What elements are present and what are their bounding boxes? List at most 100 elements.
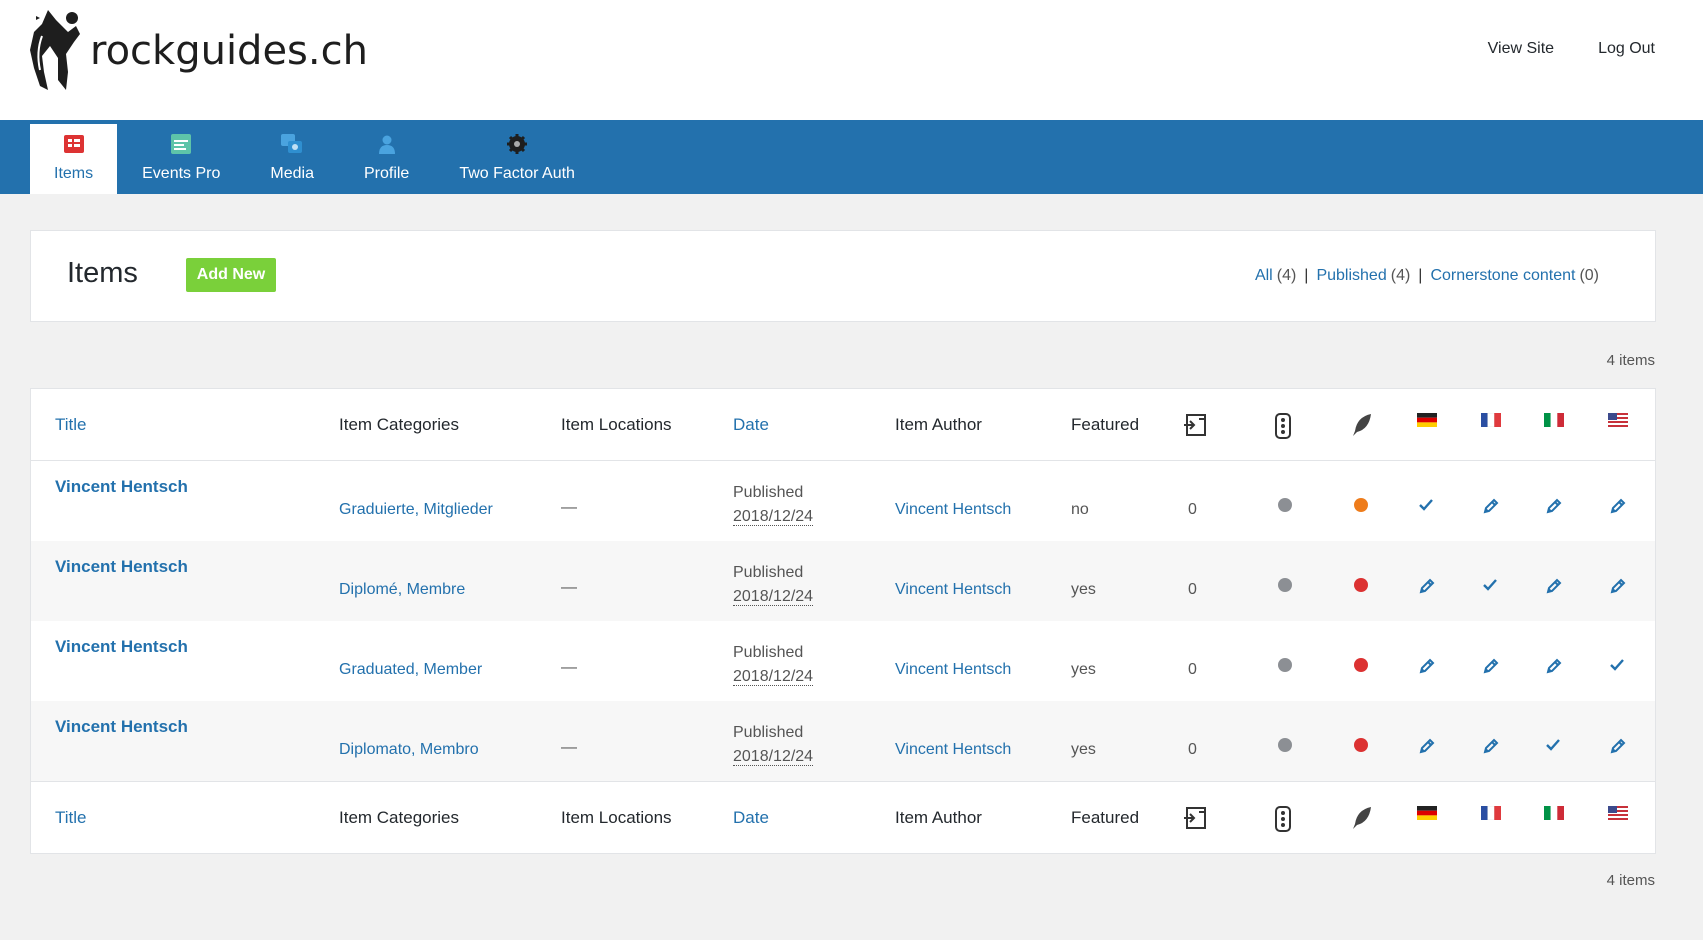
filter-separator: | bbox=[1418, 267, 1423, 284]
column-header-categories: Item Categories bbox=[339, 415, 459, 434]
edit-pencil-icon-fr[interactable] bbox=[1482, 657, 1500, 675]
edit-pencil-icon-it[interactable] bbox=[1545, 577, 1563, 595]
item-title-link[interactable]: Vincent Hentsch bbox=[55, 557, 188, 576]
nav-item-profile[interactable]: Profile bbox=[339, 120, 434, 194]
edit-pencil-icon-fr[interactable] bbox=[1482, 497, 1500, 515]
edit-pencil-icon-it[interactable] bbox=[1545, 497, 1563, 515]
check-icon-fr[interactable] bbox=[1482, 577, 1500, 595]
site-logo[interactable]: rockguides.ch bbox=[28, 6, 368, 92]
column-footer-locations: Item Locations bbox=[561, 808, 672, 827]
nav-item-two-factor-auth[interactable]: Two Factor Auth bbox=[434, 120, 600, 194]
flag-fr-icon bbox=[1481, 805, 1501, 825]
table-footer-row: Title Item Categories Item Locations Date It… bbox=[31, 781, 1655, 853]
item-title-link[interactable]: Vincent Hentsch bbox=[55, 477, 188, 496]
filter-published[interactable]: Published bbox=[1316, 267, 1387, 284]
items-table: Title Item Categories Item Locations Date It… bbox=[30, 388, 1656, 854]
main-nav: Items Events Pro Media Profile Two Facto… bbox=[0, 120, 1703, 194]
readability-score-dot bbox=[1354, 738, 1368, 752]
nav-item-items[interactable]: Items bbox=[30, 124, 118, 194]
nav-item-label: Two Factor Auth bbox=[459, 165, 575, 182]
edit-pencil-icon-us[interactable] bbox=[1609, 497, 1627, 515]
filter-separator: | bbox=[1304, 267, 1309, 284]
view-site-link[interactable]: View Site bbox=[1487, 40, 1555, 57]
publish-date: 2018/12/24 bbox=[733, 748, 814, 766]
links-icon bbox=[1183, 413, 1209, 442]
table-row: Vincent Hentsch Diplomé, Membre — Published… bbox=[31, 541, 1655, 621]
column-header-featured: Featured bbox=[1071, 415, 1140, 434]
site-header: rockguides.ch View Site Log Out bbox=[0, 0, 1703, 120]
page-header-card: Items Add New All (4) | Published (4) | … bbox=[30, 230, 1656, 322]
seo-score-dot bbox=[1278, 658, 1292, 672]
edit-pencil-icon-us[interactable] bbox=[1609, 577, 1627, 595]
links-icon bbox=[1183, 806, 1209, 835]
events-calendar-icon bbox=[170, 133, 192, 155]
filter-all[interactable]: All bbox=[1254, 267, 1273, 284]
nav-item-label: Profile bbox=[363, 165, 410, 182]
page-title: Items bbox=[67, 257, 138, 289]
column-footer-title[interactable]: Title bbox=[55, 808, 87, 827]
filter-all-count: (4) bbox=[1276, 267, 1297, 284]
item-categories-link[interactable]: Graduated, Member bbox=[339, 661, 483, 678]
table-row: Vincent Hentsch Graduated, Member — Publish… bbox=[31, 621, 1655, 701]
item-categories-link[interactable]: Diplomato, Membro bbox=[339, 741, 479, 758]
item-date: Published 2018/12/24 bbox=[733, 641, 814, 689]
items-count-bottom: 4 items bbox=[1606, 872, 1655, 889]
item-author-link[interactable]: Vincent Hentsch bbox=[895, 661, 1012, 678]
item-title-link[interactable]: Vincent Hentsch bbox=[55, 637, 188, 656]
climber-logo-icon bbox=[30, 10, 80, 90]
links-count: 0 bbox=[1188, 661, 1197, 678]
profile-person-icon bbox=[376, 133, 398, 155]
items-count-top: 4 items bbox=[1606, 352, 1655, 369]
edit-pencil-icon-us[interactable] bbox=[1609, 737, 1627, 755]
edit-pencil-icon-de[interactable] bbox=[1418, 577, 1436, 595]
item-date: Published 2018/12/24 bbox=[733, 721, 814, 769]
flag-de-icon bbox=[1417, 806, 1437, 825]
column-header-author: Item Author bbox=[895, 415, 982, 434]
items-grid-icon bbox=[63, 133, 85, 155]
check-icon-de[interactable] bbox=[1418, 497, 1436, 515]
item-featured: yes bbox=[1071, 661, 1096, 678]
table-header-row: Title Item Categories Item Locations Date It… bbox=[31, 389, 1655, 461]
edit-pencil-icon-fr[interactable] bbox=[1482, 737, 1500, 755]
flag-us-icon bbox=[1608, 413, 1628, 432]
item-categories-link[interactable]: Graduierte, Mitglieder bbox=[339, 501, 493, 518]
item-author-link[interactable]: Vincent Hentsch bbox=[895, 741, 1012, 758]
item-author-link[interactable]: Vincent Hentsch bbox=[895, 581, 1012, 598]
column-header-date[interactable]: Date bbox=[733, 415, 769, 434]
filter-cornerstone-count: (0) bbox=[1579, 267, 1599, 284]
check-icon-it[interactable] bbox=[1545, 737, 1563, 755]
table-row: Vincent Hentsch Graduierte, Mitglieder — Pu… bbox=[31, 461, 1655, 541]
column-footer-date[interactable]: Date bbox=[733, 808, 769, 827]
nav-item-media[interactable]: Media bbox=[245, 120, 339, 194]
edit-pencil-icon-it[interactable] bbox=[1545, 657, 1563, 675]
column-header-locations: Item Locations bbox=[561, 415, 672, 434]
item-author-link[interactable]: Vincent Hentsch bbox=[895, 501, 1012, 518]
seo-score-dot bbox=[1278, 578, 1292, 592]
seo-score-dot bbox=[1278, 498, 1292, 512]
edit-pencil-icon-de[interactable] bbox=[1418, 657, 1436, 675]
log-out-link[interactable]: Log Out bbox=[1598, 40, 1655, 57]
column-footer-featured: Featured bbox=[1071, 808, 1140, 827]
filter-published-count: (4) bbox=[1390, 267, 1411, 284]
item-categories-link[interactable]: Diplomé, Membre bbox=[339, 581, 466, 598]
item-title-link[interactable]: Vincent Hentsch bbox=[55, 717, 188, 736]
status-filters: All (4) | Published (4) | Cornerstone co… bbox=[1255, 267, 1599, 285]
edit-pencil-icon-de[interactable] bbox=[1418, 737, 1436, 755]
item-locations: — bbox=[561, 579, 577, 596]
links-count: 0 bbox=[1188, 741, 1197, 758]
nav-item-label: Events Pro bbox=[142, 165, 221, 182]
links-count: 0 bbox=[1188, 581, 1197, 598]
flag-us-icon bbox=[1608, 806, 1628, 825]
column-footer-categories: Item Categories bbox=[339, 808, 459, 827]
check-icon-us[interactable] bbox=[1609, 657, 1627, 675]
column-header-title[interactable]: Title bbox=[55, 415, 87, 434]
add-new-button[interactable]: Add New bbox=[186, 258, 276, 292]
item-featured: no bbox=[1071, 501, 1089, 518]
links-count: 0 bbox=[1188, 501, 1197, 518]
nav-item-label: Items bbox=[54, 165, 94, 182]
publish-date: 2018/12/24 bbox=[733, 668, 814, 686]
filter-cornerstone[interactable]: Cornerstone content bbox=[1430, 267, 1576, 284]
seo-score-dot bbox=[1278, 738, 1292, 752]
nav-item-events-pro[interactable]: Events Pro bbox=[117, 120, 245, 194]
column-footer-author: Item Author bbox=[895, 808, 982, 827]
